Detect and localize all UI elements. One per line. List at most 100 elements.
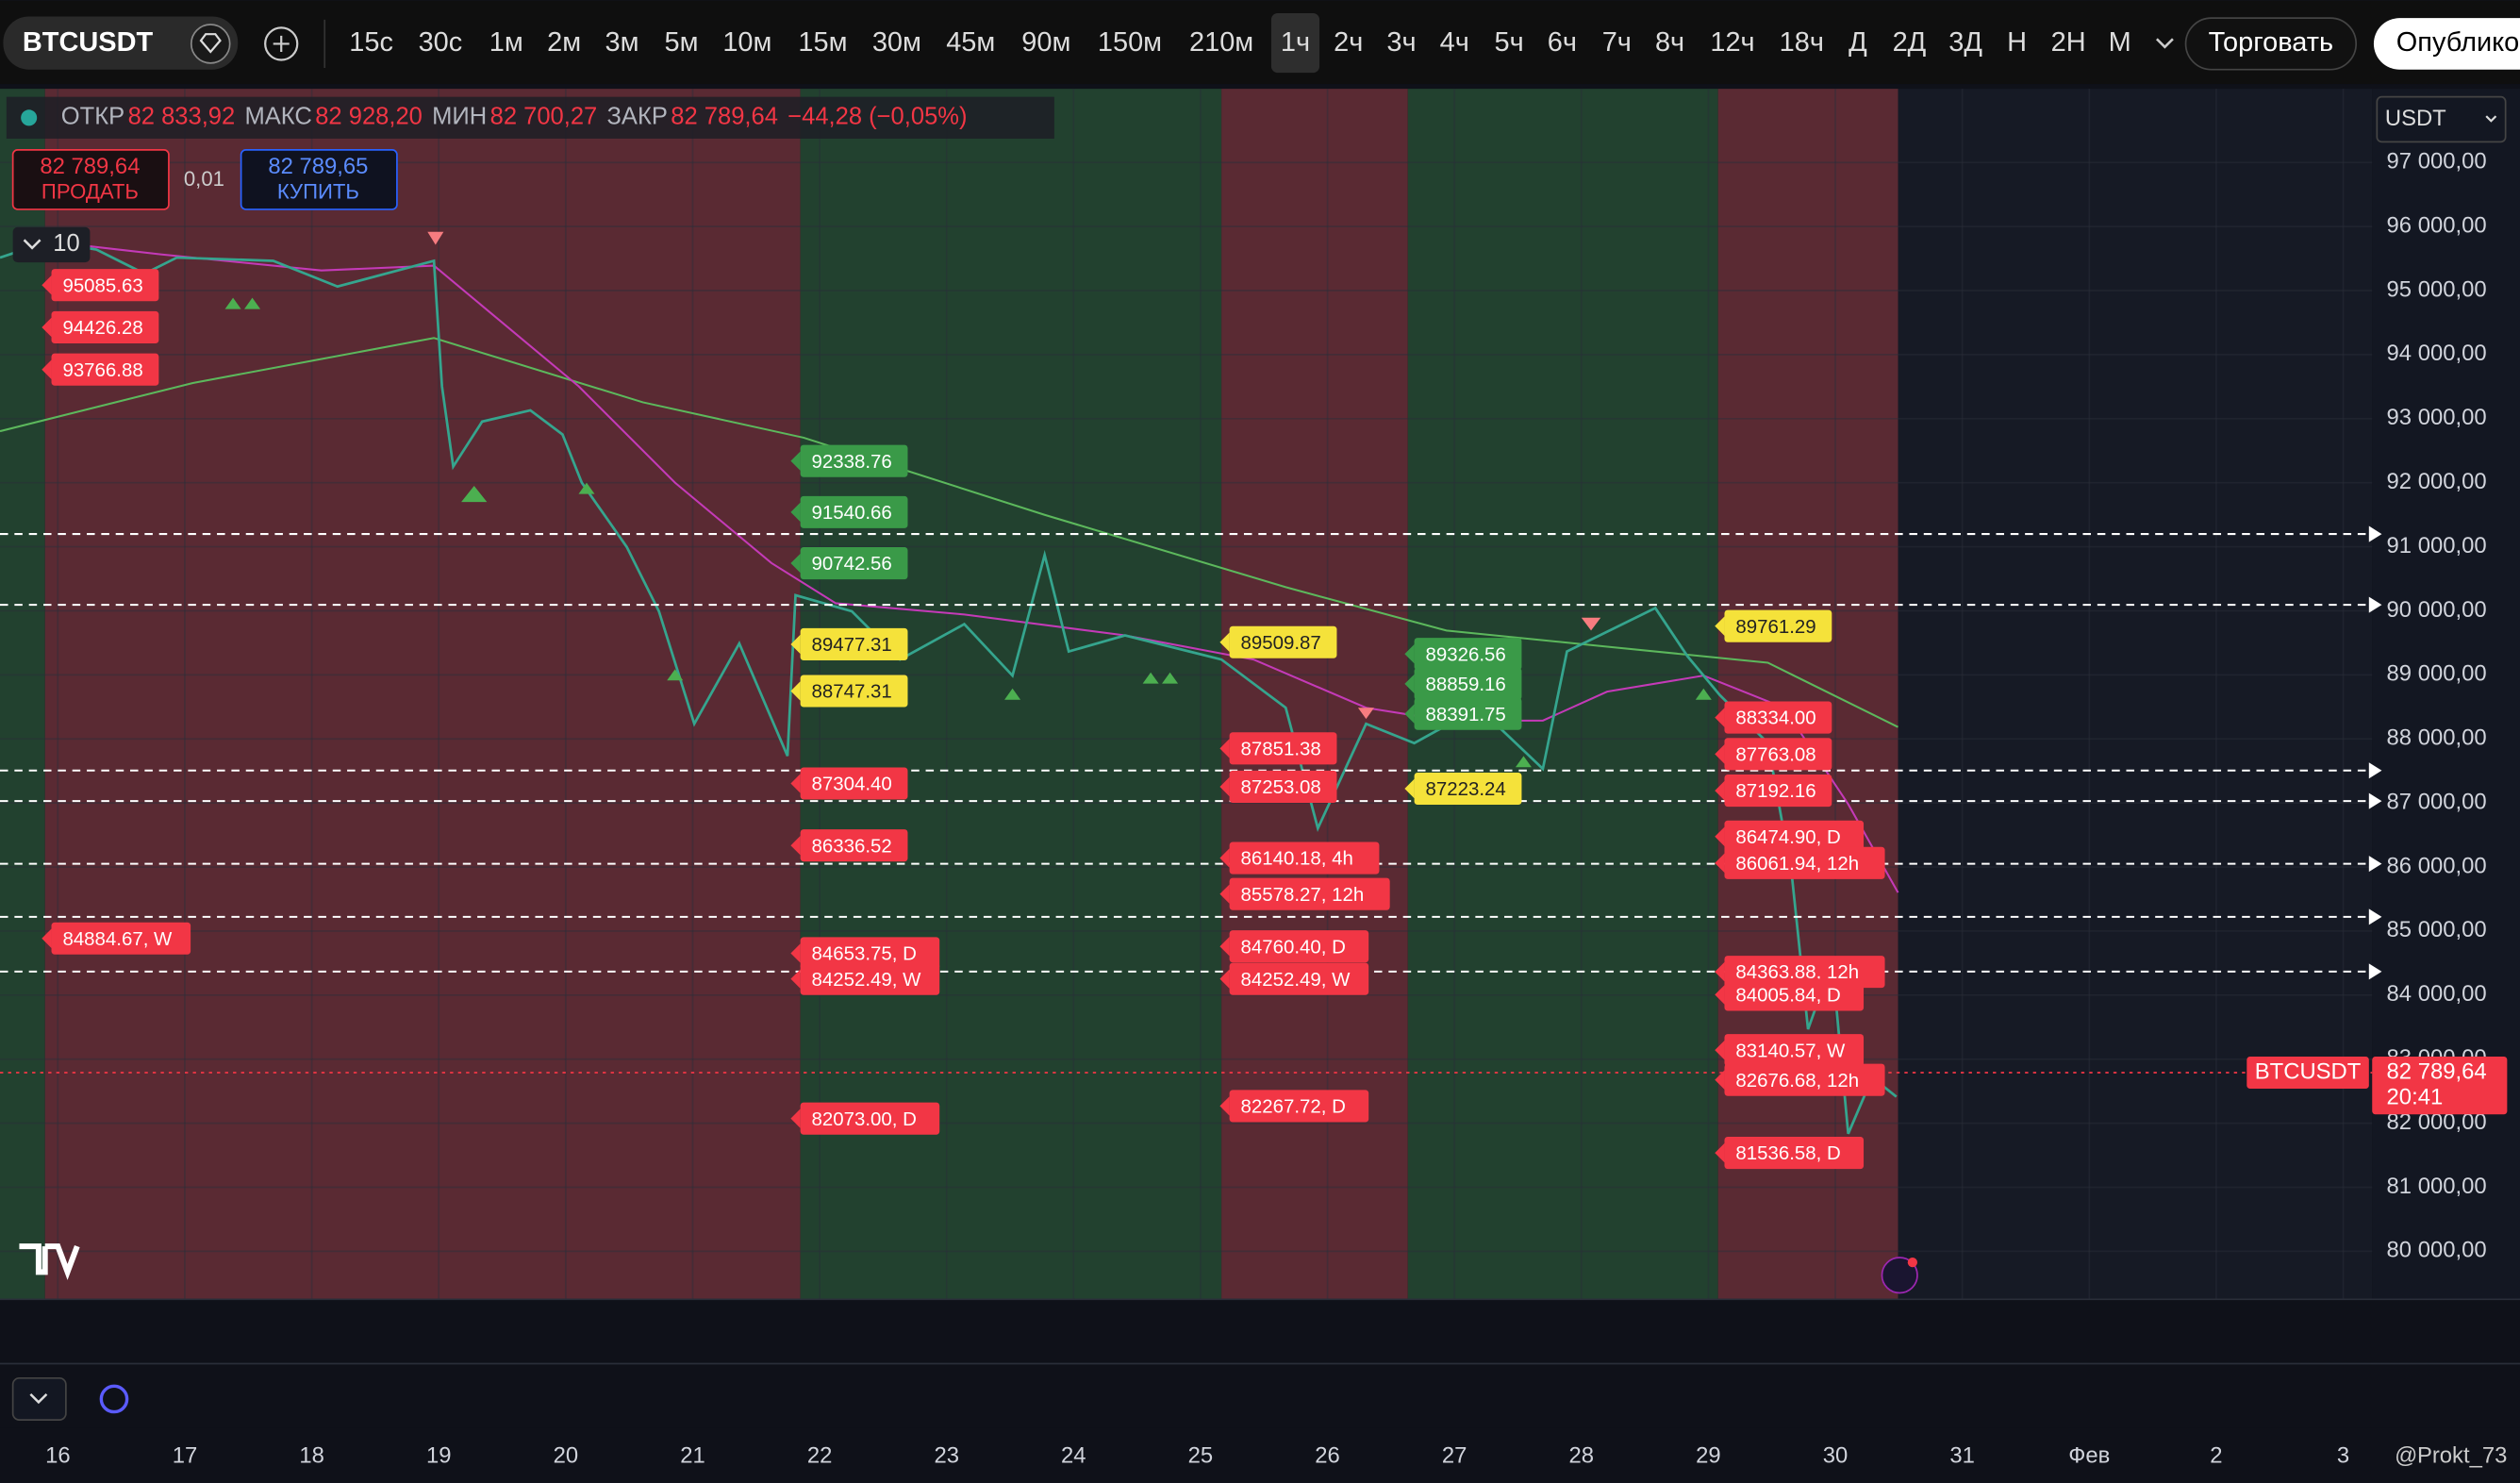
publish-button[interactable]: [2373, 18, 2520, 70]
level-labels: 95085.63 94426.28 93766.88 84884.67, W 92338…: [41, 269, 1885, 1170]
collapse-button[interactable]: [11, 1376, 67, 1421]
interval[interactable]: 2Д: [1893, 27, 1927, 58]
trade-button[interactable]: [2184, 17, 2358, 71]
sync-icon[interactable]: [99, 1384, 129, 1414]
label-pointer: [1715, 1040, 1725, 1060]
buy-price[interactable]: 82 789,65: [268, 154, 368, 179]
interval[interactable]: 12ч: [1710, 27, 1754, 58]
date-label: 20: [554, 1443, 579, 1469]
gem-icon[interactable]: [190, 24, 231, 64]
date-label: 16: [45, 1443, 71, 1469]
price-tick-label: 92 000,00: [2387, 469, 2487, 494]
currency-chevron: [2485, 115, 2497, 123]
alert-icon[interactable]: [1881, 1257, 1918, 1294]
interval[interactable]: 10м: [722, 27, 771, 58]
indicators-toggle[interactable]: [12, 226, 91, 263]
interval[interactable]: 4ч: [1440, 27, 1469, 58]
symbol[interactable]: BTCUSDT: [23, 27, 154, 58]
level-label: 92338.76: [812, 451, 892, 473]
interval[interactable]: 2ч: [1334, 27, 1363, 58]
interval[interactable]: 7ч: [1602, 27, 1632, 58]
level-arrow: [2368, 963, 2382, 980]
interval[interactable]: Д: [1849, 27, 1867, 58]
sell-label[interactable]: ПРОДАТЬ: [41, 180, 139, 204]
sell-button[interactable]: [11, 149, 170, 210]
level-label-box: [1724, 820, 1865, 853]
level-label-box: [1724, 775, 1832, 808]
level-label: 87192.16: [1735, 780, 1815, 802]
label-pointer: [790, 835, 801, 856]
label-pointer: [1404, 704, 1415, 724]
interval[interactable]: 2м: [547, 27, 581, 58]
label-pointer: [790, 502, 801, 523]
indicators-count[interactable]: 10: [53, 230, 79, 257]
level-arrow: [2368, 525, 2382, 542]
level-label-box: [800, 829, 908, 862]
interval[interactable]: 18ч: [1780, 27, 1824, 58]
label-pointer: [1219, 936, 1230, 957]
level-label-box: [1724, 1063, 1885, 1096]
level-label-box: [1229, 770, 1337, 804]
interval[interactable]: 6ч: [1548, 27, 1577, 58]
level-label-box: [1724, 1034, 1865, 1067]
quantity[interactable]: 0,01: [184, 167, 224, 191]
interval[interactable]: 15м: [798, 27, 847, 58]
interval[interactable]: 5м: [665, 27, 699, 58]
interval[interactable]: 45м: [946, 27, 995, 58]
interval[interactable]: 210м: [1189, 27, 1253, 58]
currency-select[interactable]: [2376, 95, 2507, 143]
interval[interactable]: 5ч: [1495, 27, 1524, 58]
level-label: 83140.57, W: [1735, 1040, 1846, 1061]
buy-label[interactable]: КУПИТЬ: [277, 180, 359, 204]
label-pointer: [1404, 778, 1415, 799]
level-label-box: [1229, 625, 1337, 658]
trade-label[interactable]: Торговать: [2209, 27, 2334, 58]
alert-dot: [1907, 1258, 1917, 1268]
interval[interactable]: 15с: [349, 27, 393, 58]
interval[interactable]: 8ч: [1655, 27, 1684, 58]
interval[interactable]: 1м: [489, 27, 523, 58]
interval[interactable]: 2Н: [2051, 27, 2086, 58]
date-axis: [0, 1427, 2520, 1483]
interval[interactable]: 1ч: [1281, 27, 1310, 58]
level-label-box: [1724, 609, 1832, 642]
level-label-box: [51, 269, 159, 302]
currency[interactable]: USDT: [2385, 106, 2446, 131]
interval[interactable]: 90м: [1021, 27, 1070, 58]
price-tick-label: 88 000,00: [2387, 725, 2487, 751]
ohlc: ОТКР 82 833,92 МАКС 82 928,20 МИН 82 700,27 ЗА…: [61, 104, 968, 130]
interval[interactable]: 3ч: [1386, 27, 1416, 58]
symbol-search[interactable]: [3, 16, 239, 70]
level-label-box: [1229, 930, 1369, 963]
price-tick-label: 87 000,00: [2387, 789, 2487, 814]
date-label: 30: [1823, 1443, 1849, 1469]
date-label: 24: [1061, 1443, 1086, 1469]
level-label-box: [800, 937, 940, 970]
level-label: 85578.27, 12h: [1241, 884, 1365, 906]
ohlc-label: ЗАКР: [606, 104, 667, 130]
label-pointer: [790, 1108, 801, 1128]
interval[interactable]: 3м: [605, 27, 638, 58]
session-bg: [44, 89, 801, 1300]
interval[interactable]: 30с: [419, 27, 463, 58]
buy-button[interactable]: [240, 149, 398, 210]
interval[interactable]: Н: [2007, 27, 2027, 58]
more-intervals[interactable]: [2155, 38, 2174, 49]
label-pointer: [1219, 739, 1230, 758]
logo: [19, 1243, 80, 1280]
level-label: 84760.40, D: [1241, 936, 1346, 958]
ohlc-value: 82 789,64: [671, 104, 778, 130]
ma-short: [48, 241, 1899, 893]
interval[interactable]: 30м: [872, 27, 921, 58]
interval[interactable]: 150м: [1098, 27, 1162, 58]
label-pointer: [1219, 969, 1230, 989]
publish-label[interactable]: Опублико: [2396, 27, 2519, 58]
interval[interactable]: М: [2109, 27, 2131, 58]
interval[interactable]: 3Д: [1948, 27, 1982, 58]
add-button[interactable]: [264, 26, 299, 61]
level-label-box: [800, 627, 908, 660]
sell-price[interactable]: 82 789,64: [40, 154, 140, 179]
grid: [0, 89, 2373, 1300]
